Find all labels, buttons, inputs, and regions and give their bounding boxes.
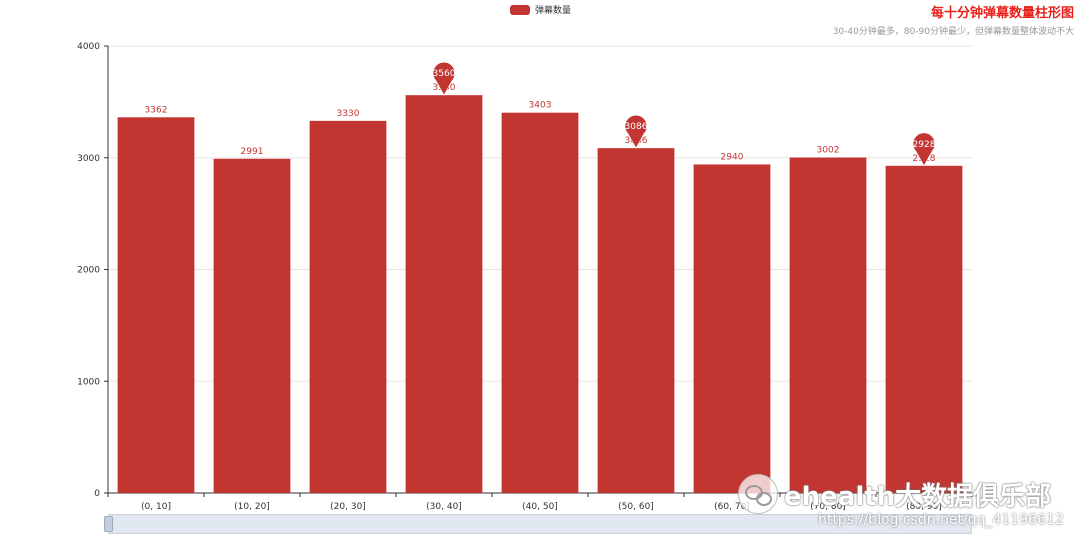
mark-point-pin <box>912 132 936 167</box>
mark-point-label: 3086 <box>625 122 648 132</box>
mark-point-label: 2928 <box>913 140 936 150</box>
y-tick-label: 1000 <box>77 377 100 387</box>
x-tick-label: (50, 60] <box>618 502 654 512</box>
bar-value-label: 3330 <box>337 109 360 119</box>
chart-subtitle: 30-40分钟最多，80-90分钟最少，但弹幕数量整体波动不大 <box>832 27 1074 37</box>
mark-point-label: 3560 <box>433 69 456 79</box>
y-tick-label: 0 <box>94 489 100 499</box>
bar[interactable] <box>597 148 675 493</box>
y-tick-label: 3000 <box>77 154 100 164</box>
x-tick-label: (20, 30] <box>330 502 366 512</box>
bar-value-label: 3002 <box>817 146 840 156</box>
y-tick-label: 2000 <box>77 266 100 276</box>
legend[interactable]: 弹幕数量 <box>510 3 571 16</box>
watermark: ehealth大数据俱乐部 <box>738 474 1051 514</box>
legend-label: 弹幕数量 <box>535 6 572 16</box>
bar[interactable] <box>117 117 195 493</box>
bar-value-label: 3403 <box>529 101 552 111</box>
bar[interactable] <box>213 158 291 494</box>
x-tick-label: (10, 20] <box>234 502 270 512</box>
x-tick-label: (30, 40] <box>426 502 462 512</box>
watermark-text: ehealth大数据俱乐部 <box>784 481 1052 512</box>
bar[interactable] <box>693 164 771 493</box>
bar-value-label: 2940 <box>721 152 744 162</box>
bar[interactable] <box>309 120 387 493</box>
bar-value-label: 2991 <box>241 147 264 157</box>
mark-point-pin <box>624 114 648 149</box>
x-tick-label: (80, 90] <box>906 502 942 512</box>
y-tick-label: 4000 <box>77 42 100 52</box>
watermark-url: https://blog.csdn.net/qq_41196612 <box>818 512 1064 528</box>
bar-value-label: 3362 <box>145 105 168 115</box>
legend-swatch <box>510 4 530 15</box>
bar[interactable] <box>789 157 867 494</box>
mark-point-pin <box>432 62 456 96</box>
bar[interactable] <box>501 112 579 493</box>
chart-title: 每十分钟弹幕数量柱形图 <box>930 6 1074 21</box>
wechat-icon <box>738 474 778 514</box>
x-tick-label: (70, 80] <box>810 502 846 512</box>
x-tick-label: (60, 70] <box>714 502 750 512</box>
datazoom-handle[interactable] <box>104 516 113 532</box>
bar[interactable] <box>405 95 483 494</box>
bar[interactable] <box>885 165 963 493</box>
x-tick-label: (0, 10] <box>141 502 171 512</box>
x-tick-label: (40, 50] <box>522 502 558 512</box>
